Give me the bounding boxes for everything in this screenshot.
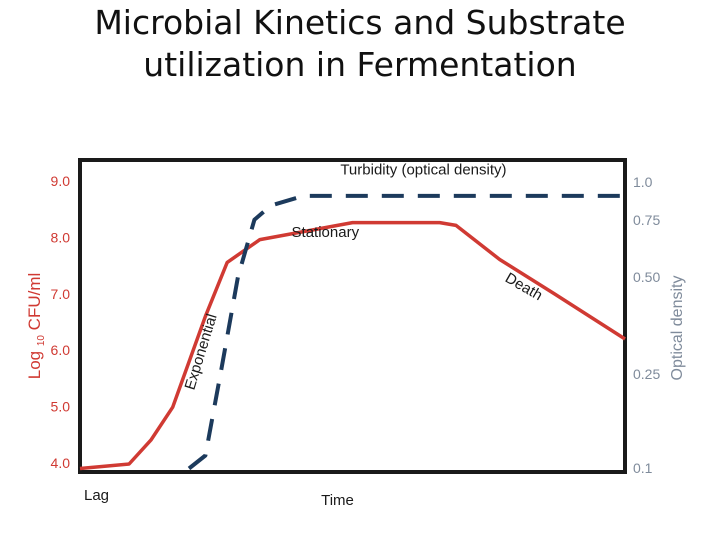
- right-axis-tick-label: 0.1: [633, 460, 653, 476]
- annotation-turbidity: Turbidity (optical density): [340, 161, 506, 178]
- annotation-exponential: Exponential: [182, 312, 221, 392]
- plot-frame: [78, 158, 627, 474]
- slide-title: Microbial Kinetics and Substrate utiliza…: [60, 2, 660, 86]
- turbidity-line: [187, 193, 625, 471]
- left-axis-tick-label: 5.0: [51, 399, 71, 415]
- cfu-line: [79, 220, 626, 471]
- left-axis-tick-label: 6.0: [51, 342, 71, 358]
- left-axis-tick-label: 9.0: [51, 173, 71, 189]
- slide-title-line-2: utilization in Fermentation: [143, 45, 577, 84]
- annotation-stationary: Stationary: [292, 224, 360, 241]
- right-axis-tick-label: 0.50: [633, 269, 660, 285]
- left-axis-title: Log 10 CFU/ml: [25, 273, 47, 380]
- right-axis-tick-label: 0.75: [633, 212, 660, 228]
- series-layer: [79, 193, 626, 471]
- right-axis-tick-label: 0.25: [633, 366, 660, 382]
- left-axis-tick-label: 7.0: [51, 286, 71, 302]
- left-axis-tick-label: 4.0: [51, 455, 71, 471]
- slide-title-line-1: Microbial Kinetics and Substrate: [94, 3, 626, 42]
- left-axis-title-suffix: CFU/ml: [25, 273, 44, 335]
- lag-phase-label: Lag: [84, 487, 109, 504]
- right-axis-title: Optical density: [669, 276, 686, 381]
- text-layer: 9.0 8.0 7.0 6.0 5.0 4.0 1.0 0.75 0.50 0.25 0.1 Log …: [25, 161, 686, 509]
- frame-layer: [78, 158, 627, 474]
- left-axis-title-subscript: 10: [36, 335, 47, 347]
- left-axis-title-prefix: Log: [25, 346, 44, 379]
- right-axis-tick-label: 1.0: [633, 174, 653, 190]
- x-axis-title: Time: [321, 492, 354, 509]
- left-axis-tick-label: 8.0: [51, 229, 71, 245]
